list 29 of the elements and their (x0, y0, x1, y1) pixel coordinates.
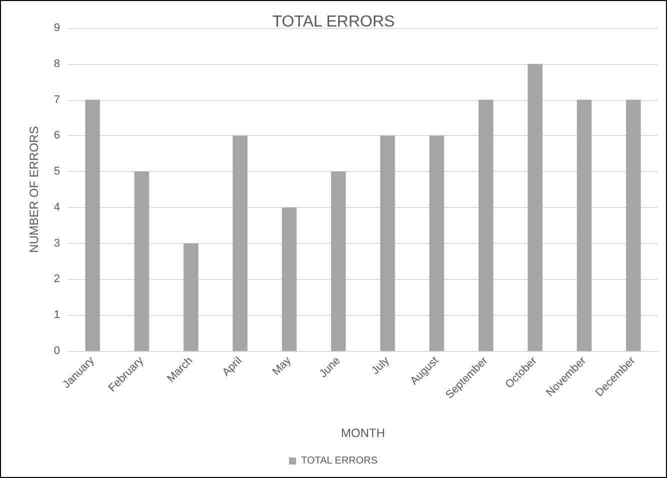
bar (528, 64, 542, 351)
bar (380, 136, 395, 351)
y-tick-label: 6 (54, 130, 60, 142)
x-tick-label: June (317, 354, 343, 380)
y-tick-label: 3 (54, 237, 60, 250)
x-axis-title: MONTH (341, 426, 385, 440)
bar (85, 100, 100, 351)
legend-label: TOTAL ERRORS (301, 456, 378, 466)
bar (429, 136, 444, 351)
x-tick-label: May (270, 354, 294, 378)
bar (331, 172, 346, 351)
y-tick-label: 1 (54, 309, 60, 322)
bar (576, 100, 592, 351)
y-axis-title: NUMBER OF ERRORS (27, 126, 41, 253)
x-tick-label: July (370, 354, 392, 378)
bar (184, 243, 198, 351)
y-tick-label: 9 (54, 22, 60, 34)
y-tick-label: 0 (54, 345, 60, 357)
bar (478, 100, 494, 351)
y-tick-label: 4 (54, 201, 60, 214)
y-tick-label: 8 (54, 58, 60, 70)
bar (282, 207, 297, 351)
y-tick-label: 5 (54, 166, 60, 178)
y-tick-label: 7 (54, 94, 60, 106)
bar (232, 136, 248, 351)
y-tick-label: 2 (54, 273, 60, 286)
chart-title: TOTAL ERRORS (272, 14, 395, 30)
bar (626, 100, 641, 351)
bar (134, 172, 150, 351)
